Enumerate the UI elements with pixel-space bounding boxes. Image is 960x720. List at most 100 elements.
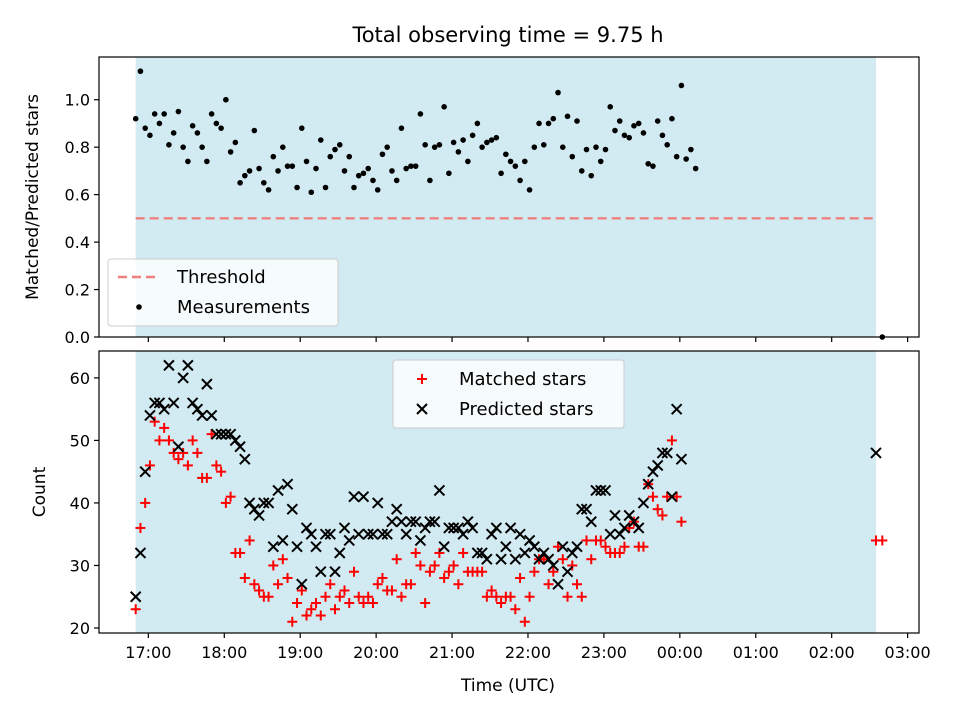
- measurement-point: [360, 170, 367, 177]
- measurement-point: [137, 68, 144, 75]
- measurement-point: [393, 177, 400, 184]
- measurement-point: [161, 111, 167, 117]
- measurement-point: [223, 96, 229, 103]
- predicted-star-marker: [372, 497, 384, 509]
- legend-matched-swatch: [417, 374, 427, 384]
- predicted-star-marker: [182, 359, 194, 372]
- measurement-point: [341, 168, 348, 174]
- measurement-point: [322, 184, 329, 191]
- predicted-star-marker: [300, 522, 313, 534]
- predicted-star-marker: [395, 515, 408, 528]
- predicted-star-marker: [656, 447, 669, 459]
- measurement-point: [678, 82, 685, 89]
- measurement-point: [540, 141, 547, 148]
- measurement-point: [227, 149, 234, 155]
- top-axis-ticks: 0.0 0.2 0.4 0.6 0.8 1.0: [65, 91, 909, 347]
- predicted-star-marker: [495, 553, 507, 565]
- measurement-points: [132, 68, 886, 340]
- top-y-tick-label: 0.4: [65, 233, 90, 252]
- bottom-y-tick-label: 50: [70, 431, 90, 450]
- measurement-point: [351, 184, 357, 191]
- predicted-star-marker: [618, 522, 631, 534]
- measurement-point: [199, 144, 205, 150]
- measurement-point: [578, 168, 585, 174]
- measurement-point: [650, 163, 656, 169]
- predicted-star-marker: [542, 553, 555, 565]
- measurement-point: [673, 153, 680, 160]
- predicted-star-marker: [215, 428, 227, 440]
- predicted-star-marker: [419, 522, 431, 534]
- predicted-star-marker: [310, 541, 322, 553]
- x-tick-label: 19:00: [277, 643, 323, 662]
- predicted-star-marker: [139, 465, 151, 478]
- predicted-star-marker: [390, 503, 403, 515]
- predicted-star-marker: [405, 515, 417, 528]
- predicted-star-marker: [153, 397, 166, 409]
- predicted-star-marker: [338, 522, 351, 534]
- measurement-point: [474, 120, 481, 127]
- measurement-point: [166, 141, 172, 148]
- measurement-point: [170, 130, 177, 136]
- predicted-star-marker: [557, 541, 569, 553]
- predicted-star-marker: [172, 440, 185, 453]
- measurement-point: [379, 151, 386, 158]
- top-y-tick-label: 1.0: [65, 91, 90, 110]
- bottom-axes-frame: [98, 350, 920, 634]
- legend-predicted-swatch: [416, 403, 428, 415]
- predicted-star-marker: [443, 522, 455, 534]
- measurement-point: [450, 139, 457, 146]
- predicted-star-marker: [163, 359, 175, 372]
- bottom-y-tick-label: 40: [70, 494, 90, 513]
- x-tick-label: 22:00: [505, 643, 551, 662]
- measurement-point: [484, 139, 490, 146]
- predicted-star-marker: [201, 378, 213, 390]
- predicted-series: [129, 359, 882, 603]
- predicted-star-marker: [870, 447, 882, 459]
- predicted-star-marker: [661, 447, 673, 459]
- predicted-star-marker: [229, 434, 242, 447]
- measurement-point: [389, 168, 395, 174]
- measurement-point: [417, 111, 424, 117]
- measurement-point: [526, 187, 533, 193]
- measurement-point: [512, 163, 519, 169]
- measurement-point: [189, 123, 196, 129]
- measurement-point: [303, 158, 310, 165]
- predicted-star-marker: [547, 559, 559, 572]
- predicted-star-marker: [609, 509, 621, 522]
- top-ylabel: Matched/Predicted stars: [23, 94, 43, 300]
- predicted-star-marker: [186, 397, 199, 409]
- predicted-star-marker: [367, 528, 379, 540]
- predicted-star-marker: [485, 528, 498, 540]
- measurement-point: [151, 111, 158, 117]
- predicted-star-marker: [315, 566, 327, 578]
- top-panel: 0.0 0.2 0.4 0.6 0.8 1.0 Matched/Predicted sta…: [23, 56, 920, 347]
- measurement-point: [612, 127, 618, 134]
- predicted-star-marker: [272, 484, 284, 497]
- measurement-point: [692, 165, 699, 172]
- top-y-tick-label: 0.0: [65, 328, 90, 347]
- predicted-star-marker: [585, 515, 597, 528]
- legend-predicted-label: Predicted stars: [459, 399, 593, 420]
- legend-matched-label: Matched stars: [459, 369, 586, 390]
- measurement-point: [374, 187, 381, 193]
- measurement-point: [308, 189, 315, 196]
- predicted-star-marker: [281, 478, 294, 490]
- measurement-point: [441, 104, 447, 110]
- measurement-point: [503, 151, 509, 158]
- predicted-star-marker: [642, 478, 654, 490]
- top-y-tick-label: 0.6: [65, 186, 90, 205]
- measurement-point: [654, 118, 661, 124]
- predicted-star-marker: [267, 541, 280, 553]
- predicted-star-marker: [400, 528, 412, 540]
- measurement-point: [659, 132, 666, 139]
- predicted-star-marker: [386, 515, 398, 528]
- x-axis-label: Time (UTC): [460, 676, 555, 696]
- measurement-point: [204, 158, 210, 165]
- measurement-point: [313, 165, 319, 172]
- predicted-star-marker: [210, 428, 223, 440]
- predicted-star-marker: [571, 541, 583, 553]
- measurement-point: [180, 144, 186, 150]
- predicted-star-marker: [343, 534, 355, 547]
- predicted-star-marker: [552, 578, 564, 590]
- measurement-point: [455, 149, 462, 155]
